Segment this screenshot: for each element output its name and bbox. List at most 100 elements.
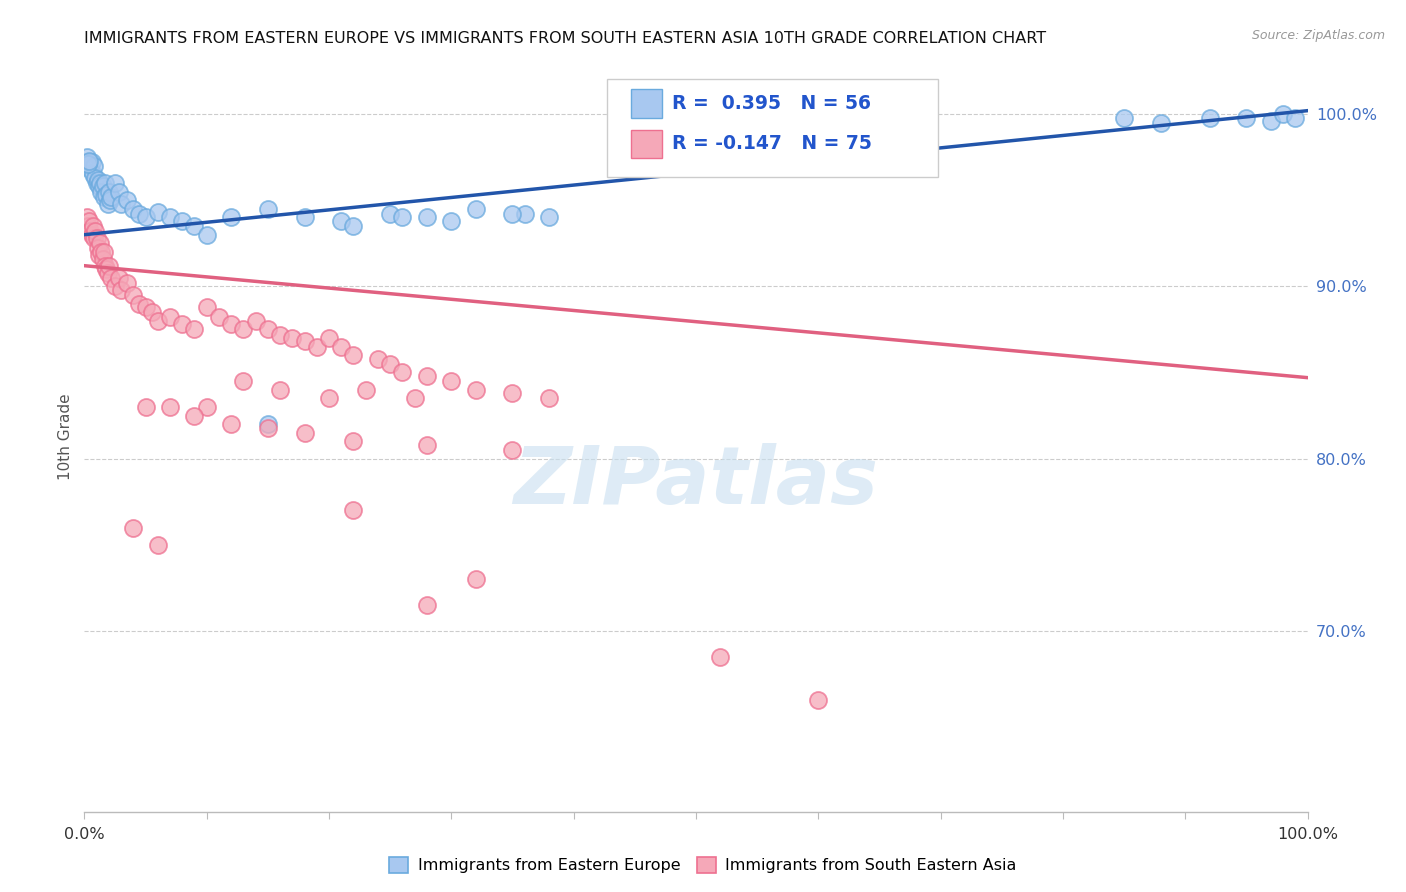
Point bbox=[159, 400, 181, 414]
Point bbox=[107, 185, 129, 199]
Point bbox=[1150, 116, 1173, 130]
Point bbox=[146, 314, 169, 328]
Point bbox=[513, 207, 536, 221]
Point bbox=[141, 305, 163, 319]
Point bbox=[294, 425, 316, 440]
Point bbox=[76, 211, 98, 225]
Point bbox=[87, 179, 110, 194]
Point bbox=[330, 214, 353, 228]
Point bbox=[464, 202, 486, 216]
Point bbox=[79, 162, 101, 177]
Point bbox=[416, 211, 439, 225]
Text: IMMIGRANTS FROM EASTERN EUROPE VS IMMIGRANTS FROM SOUTH EASTERN ASIA 10TH GRADE : IMMIGRANTS FROM EASTERN EUROPE VS IMMIGR… bbox=[84, 31, 1046, 46]
Text: ZIPatlas: ZIPatlas bbox=[513, 443, 879, 521]
Point bbox=[294, 211, 316, 225]
Point bbox=[91, 252, 114, 266]
Point bbox=[93, 244, 115, 259]
Point bbox=[219, 318, 242, 332]
Point bbox=[269, 383, 291, 397]
Point bbox=[1198, 111, 1220, 125]
Point bbox=[82, 168, 104, 182]
Point bbox=[354, 383, 377, 397]
Point bbox=[257, 202, 280, 216]
Point bbox=[1114, 111, 1136, 125]
Point bbox=[807, 692, 830, 706]
Point bbox=[172, 214, 194, 228]
Point bbox=[269, 327, 291, 342]
Point bbox=[122, 288, 145, 302]
Point bbox=[219, 417, 242, 432]
Y-axis label: 10th Grade: 10th Grade bbox=[58, 393, 73, 481]
Point bbox=[97, 196, 120, 211]
Legend: Immigrants from Eastern Europe, Immigrants from South Eastern Asia: Immigrants from Eastern Europe, Immigran… bbox=[382, 850, 1024, 880]
Point bbox=[107, 270, 129, 285]
Point bbox=[342, 219, 364, 233]
Point bbox=[84, 170, 107, 185]
Point bbox=[128, 296, 150, 310]
Point bbox=[77, 155, 100, 169]
Point bbox=[77, 153, 100, 168]
Point bbox=[135, 300, 157, 314]
Point bbox=[330, 340, 353, 354]
Point bbox=[84, 224, 107, 238]
Point bbox=[502, 207, 524, 221]
Point bbox=[93, 190, 115, 204]
Point bbox=[80, 227, 103, 242]
Point bbox=[96, 188, 118, 202]
Text: Source: ZipAtlas.com: Source: ZipAtlas.com bbox=[1251, 29, 1385, 42]
Point bbox=[122, 520, 145, 534]
Point bbox=[294, 334, 316, 349]
FancyBboxPatch shape bbox=[606, 78, 938, 178]
Point bbox=[172, 318, 194, 332]
Point bbox=[709, 649, 731, 664]
Point bbox=[86, 231, 108, 245]
Point bbox=[1260, 114, 1282, 128]
Point bbox=[91, 179, 114, 194]
Point bbox=[146, 205, 169, 219]
Point bbox=[104, 176, 127, 190]
Text: R =  0.395   N = 56: R = 0.395 N = 56 bbox=[672, 94, 870, 113]
Point bbox=[416, 438, 439, 452]
Point bbox=[128, 207, 150, 221]
Point bbox=[135, 400, 157, 414]
Point bbox=[94, 259, 117, 273]
Point bbox=[380, 207, 402, 221]
Point bbox=[90, 244, 112, 259]
Point bbox=[87, 242, 110, 256]
Point bbox=[77, 159, 100, 173]
Point bbox=[342, 503, 364, 517]
Point bbox=[77, 219, 100, 233]
Text: R = -0.147   N = 75: R = -0.147 N = 75 bbox=[672, 135, 872, 153]
Point bbox=[367, 351, 389, 366]
Point bbox=[1236, 111, 1258, 125]
Point bbox=[245, 314, 267, 328]
Point bbox=[318, 331, 340, 345]
Point bbox=[281, 331, 304, 345]
Point bbox=[440, 214, 463, 228]
Point bbox=[195, 300, 218, 314]
Point bbox=[77, 157, 100, 171]
Point bbox=[195, 227, 218, 242]
Point bbox=[464, 383, 486, 397]
FancyBboxPatch shape bbox=[631, 129, 662, 158]
Point bbox=[416, 598, 439, 612]
Point bbox=[100, 190, 122, 204]
Point bbox=[97, 266, 120, 280]
Point bbox=[318, 392, 340, 406]
Point bbox=[404, 392, 426, 406]
Point bbox=[183, 219, 205, 233]
Point bbox=[305, 340, 328, 354]
Point bbox=[391, 211, 413, 225]
Point bbox=[110, 196, 132, 211]
Point bbox=[502, 386, 524, 401]
Point bbox=[380, 357, 402, 371]
Point bbox=[342, 434, 364, 449]
Point bbox=[83, 159, 105, 173]
Point bbox=[98, 193, 121, 207]
Point bbox=[86, 176, 108, 190]
Point bbox=[502, 442, 524, 457]
Point bbox=[76, 150, 98, 164]
Point bbox=[77, 214, 100, 228]
Point bbox=[122, 202, 145, 216]
Point bbox=[104, 279, 127, 293]
